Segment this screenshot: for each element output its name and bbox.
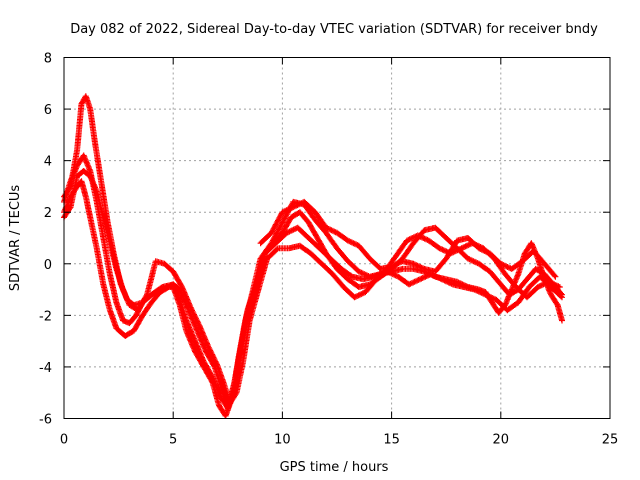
chart-title: Day 082 of 2022, Sidereal Day-to-day VTE… — [70, 22, 598, 37]
series-track-e — [257, 198, 559, 280]
x-tick-label: 10 — [274, 433, 291, 448]
x-tick-label: 15 — [383, 433, 400, 448]
y-tick-label: 2 — [44, 206, 52, 221]
x-tick-label: 25 — [602, 433, 619, 448]
y-tick-label: -2 — [39, 309, 52, 324]
x-axis-label: GPS time / hours — [280, 460, 389, 475]
y-tick-label: 6 — [44, 103, 52, 118]
y-tick-label: 8 — [44, 52, 52, 67]
axis-ticks — [63, 57, 611, 419]
x-tick-label: 20 — [493, 433, 510, 448]
y-tick-labels: -6 -4 -2 0 2 4 6 8 — [39, 52, 52, 428]
x-tick-labels: 0 5 10 15 20 25 — [60, 433, 618, 448]
x-tick-label: 0 — [60, 433, 68, 448]
plot-border — [63, 57, 611, 419]
y-axis-label: SDTVAR / TECUs — [8, 185, 23, 292]
y-tick-label: -6 — [39, 413, 52, 428]
y-tick-label: 0 — [44, 258, 52, 273]
y-tick-label: 4 — [44, 155, 52, 170]
y-tick-label: -4 — [39, 361, 52, 376]
series-markers — [257, 198, 559, 280]
x-tick-label: 5 — [169, 433, 177, 448]
